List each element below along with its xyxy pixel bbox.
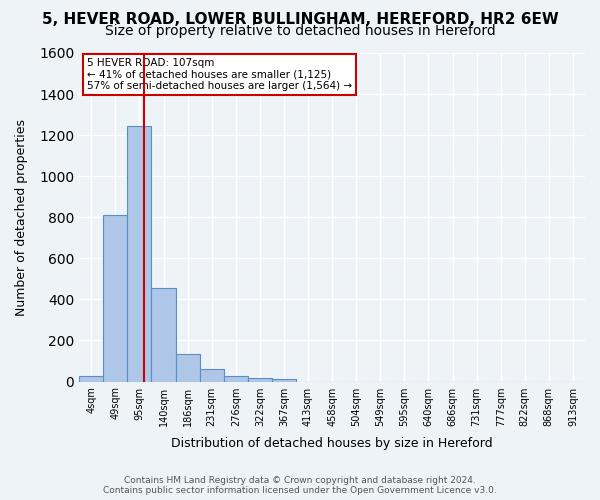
X-axis label: Distribution of detached houses by size in Hereford: Distribution of detached houses by size …	[171, 437, 493, 450]
Bar	[176, 354, 200, 382]
Text: 5 HEVER ROAD: 107sqm
← 41% of detached houses are smaller (1,125)
57% of semi-de: 5 HEVER ROAD: 107sqm ← 41% of detached h…	[87, 58, 352, 91]
Bar	[272, 379, 296, 382]
Text: Size of property relative to detached houses in Hereford: Size of property relative to detached ho…	[104, 24, 496, 38]
Bar	[224, 376, 248, 382]
Bar	[151, 288, 176, 382]
Bar	[248, 378, 272, 382]
Bar	[79, 376, 103, 382]
Bar	[200, 369, 224, 382]
Text: Contains HM Land Registry data © Crown copyright and database right 2024.
Contai: Contains HM Land Registry data © Crown c…	[103, 476, 497, 495]
Y-axis label: Number of detached properties: Number of detached properties	[15, 119, 28, 316]
Bar	[103, 215, 127, 382]
Bar	[127, 126, 151, 382]
Text: 5, HEVER ROAD, LOWER BULLINGHAM, HEREFORD, HR2 6EW: 5, HEVER ROAD, LOWER BULLINGHAM, HEREFOR…	[41, 12, 559, 28]
